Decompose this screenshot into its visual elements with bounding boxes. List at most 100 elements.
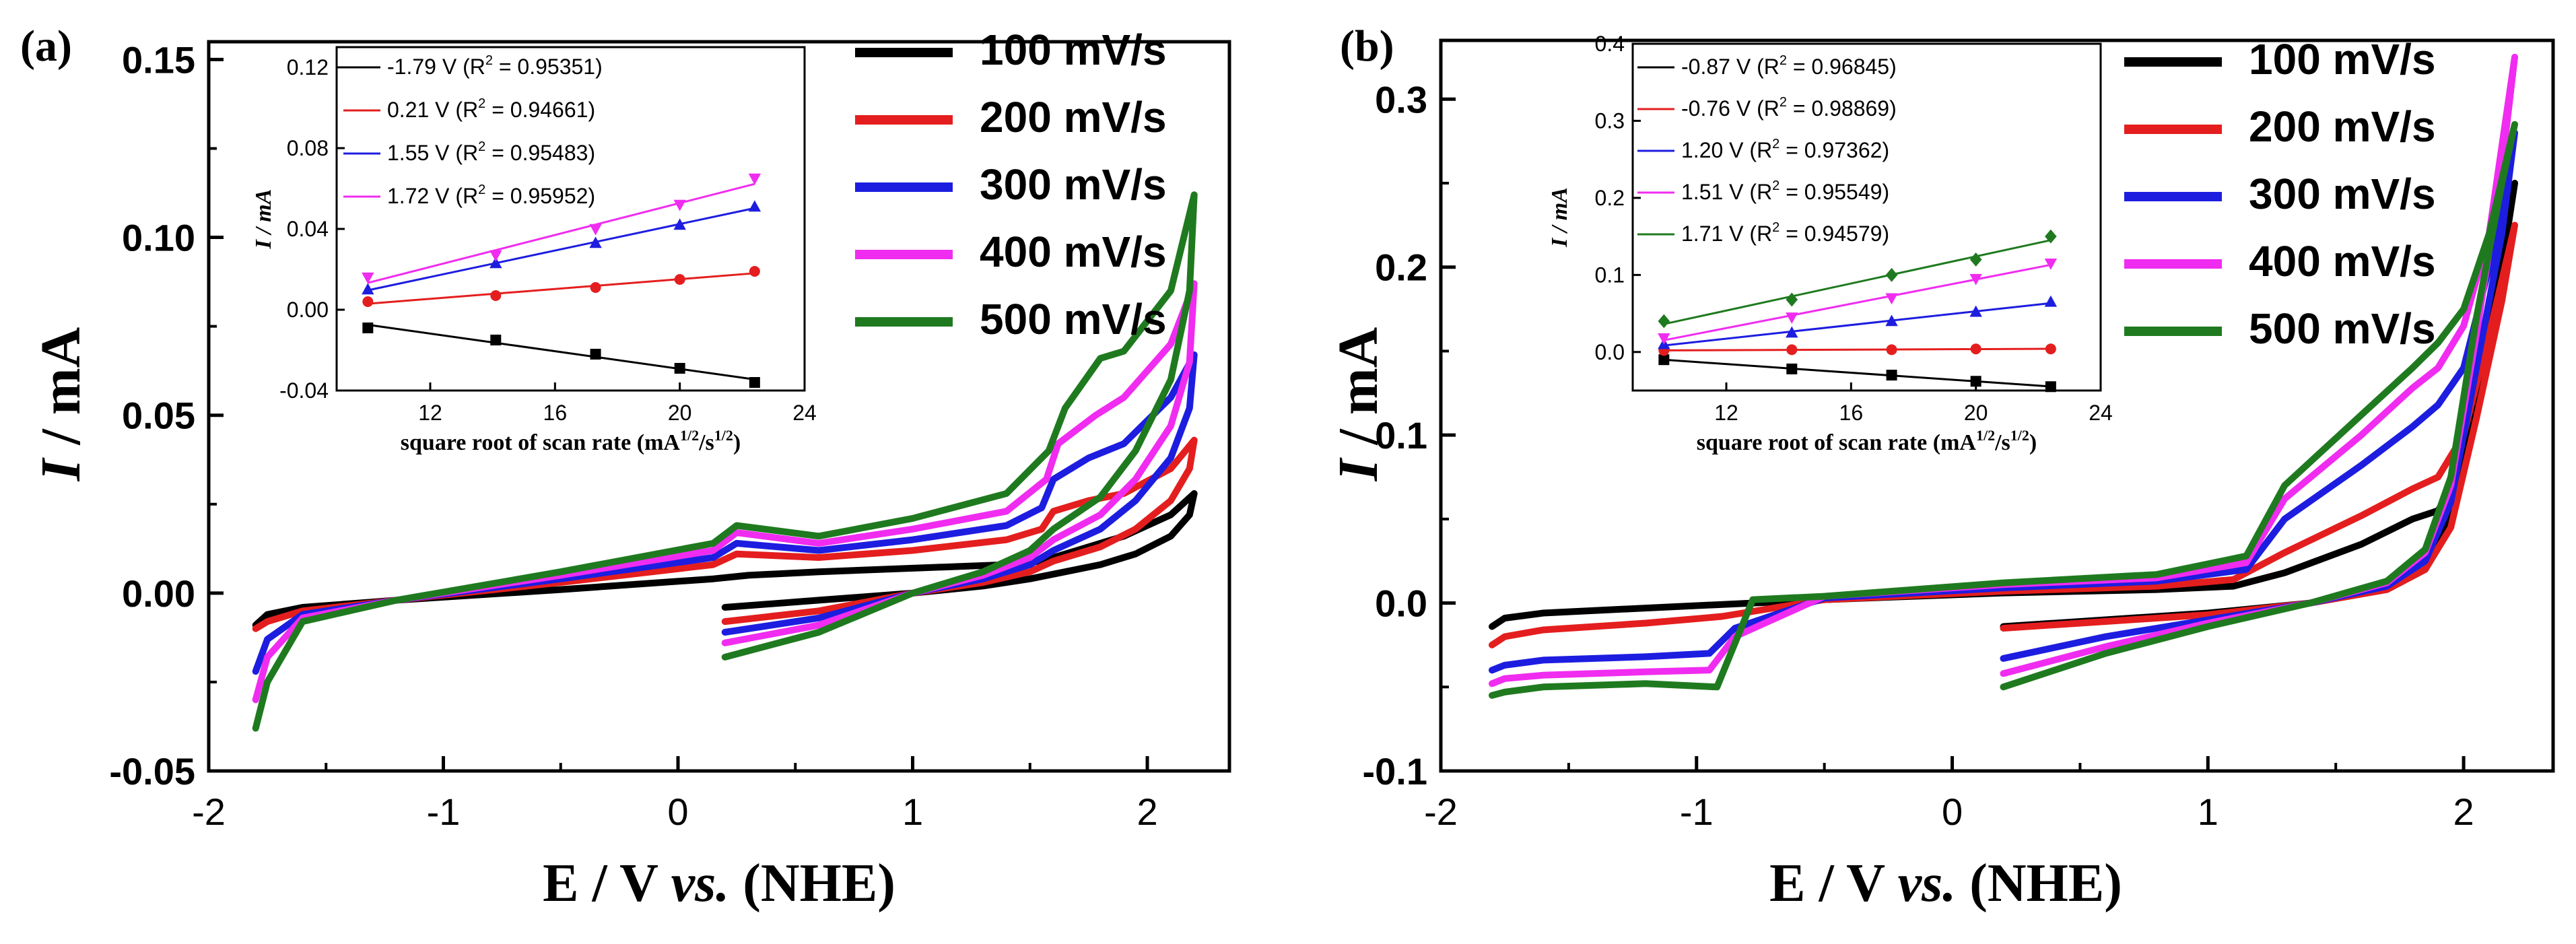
inset-legend-sup: 2	[485, 53, 493, 68]
panel-label: (b)	[1340, 22, 1394, 71]
inset-x-tick-label: 24	[2089, 401, 2113, 425]
inset-x-label-part: 1/2	[1976, 427, 1995, 444]
y-tick-label: 0.0	[1375, 582, 1427, 625]
inset-x-label: square root of scan rate (mA1/2/s1/2)	[1697, 427, 2037, 455]
inset-marker	[590, 282, 601, 293]
plot-frame	[1439, 38, 2555, 773]
inset-y-tick-label: 0.1	[1595, 263, 1625, 287]
inset-marker	[1970, 376, 1981, 387]
inset-legend-sup: 2	[1772, 178, 1780, 193]
legend-label: 100 mV/s	[980, 26, 1167, 74]
inset-marker	[589, 236, 602, 248]
inset-series: 0.21 V (R2 = 0.94661)	[343, 96, 760, 307]
inset-legend-label: -1.79 V (R2 = 0.95351)	[387, 53, 603, 79]
inset: 12 16 20 24 0.0 0.1 0.2 0.3 0.4 square root of sc…	[1547, 32, 2113, 455]
inset-marker	[748, 173, 761, 185]
inset-frame	[1631, 42, 2102, 392]
inset-series: -1.79 V (R2 = 0.95351)	[343, 53, 760, 388]
x-tick-label: 2	[2453, 790, 2474, 833]
inset-legend-r2: = 0.95549)	[1780, 180, 1889, 204]
inset-marker	[1886, 370, 1897, 381]
inset-legend-sup: 2	[478, 182, 485, 197]
x-label-main: E / V	[1769, 854, 1897, 913]
inset-legend-sup: 2	[478, 139, 485, 154]
inset-marker	[1885, 293, 1898, 305]
inset-marker	[674, 274, 685, 285]
inset-legend-text: 1.51 V (R	[1681, 180, 1772, 204]
legend-label: 200 mV/s	[2249, 102, 2436, 151]
inset-legend-r2: = 0.94579)	[1780, 222, 1889, 246]
inset-marker	[489, 250, 502, 262]
inset-y-tick-label: 0.00	[287, 298, 329, 322]
inset-legend-text: -0.87 V (R	[1681, 55, 1780, 79]
legend-label: 300 mV/s	[2249, 170, 2436, 218]
x-label-vs: vs.	[671, 854, 730, 913]
inset-fit-line	[1664, 302, 2052, 347]
inset-legend-r2: = 0.98869)	[1787, 96, 1897, 121]
x-tick-label: -2	[192, 790, 226, 833]
y-axis-label: I / mA	[30, 327, 92, 481]
inset-x-tick-label: 20	[1964, 401, 1988, 425]
inset-legend-label: 0.21 V (R2 = 0.94661)	[387, 96, 595, 122]
inset-x-tick-label: 12	[418, 401, 442, 425]
inset-y-tick-label: 0.04	[287, 217, 329, 241]
inset-y-tick-label: 0.2	[1595, 186, 1625, 210]
inset-marker	[1786, 292, 1798, 307]
inset-x-label-part: )	[2029, 430, 2037, 455]
inset-y-label: I / mA	[1547, 187, 1572, 248]
y-tick-label: 0.3	[1375, 78, 1427, 121]
inset-y-tick-label: -0.04	[279, 378, 329, 403]
inset-legend-label: 1.20 V (R2 = 0.97362)	[1681, 137, 1889, 162]
y-tick-label: -0.1	[1363, 750, 1428, 793]
cv-curve-400-mV-s	[252, 280, 1198, 704]
y-tick-label: 0.1	[1375, 414, 1427, 457]
inset-legend-label: 1.71 V (R2 = 0.94579)	[1681, 220, 1889, 246]
inset-legend-r2: = 0.94661)	[485, 98, 595, 122]
inset-x-tick-label: 16	[1839, 401, 1864, 425]
legend-label: 500 mV/s	[2249, 304, 2436, 353]
y-tick-label: 0.00	[122, 572, 195, 615]
inset-x-label-part: 1/2	[714, 427, 733, 444]
inset-marker	[1885, 267, 1898, 282]
legend: 100 mV/s 200 mV/s 300 mV/s 400 mV/s 500 mV/s	[2124, 35, 2436, 353]
inset-fit-line	[368, 323, 755, 381]
inset-legend-sup: 2	[1780, 95, 1787, 110]
inset-marker	[490, 335, 502, 345]
x-label-tail: (NHE)	[1956, 854, 2122, 913]
inset-legend-label: -0.76 V (R2 = 0.98869)	[1681, 95, 1897, 121]
inset-fit-line	[368, 272, 755, 305]
inset-y-tick-label: 0.0	[1595, 340, 1625, 364]
inset-marker	[1786, 312, 1798, 324]
y-tick-label: 0.15	[122, 38, 195, 81]
inset-legend-text: -0.76 V (R	[1681, 96, 1780, 121]
y-label-symbol: I	[30, 457, 92, 481]
inset-legend-text: 1.20 V (R	[1681, 138, 1772, 162]
inset-legend-text: 1.71 V (R	[1681, 222, 1772, 246]
inset-marker	[673, 218, 686, 230]
y-axis-label: I / mA	[1327, 327, 1390, 481]
inset-marker	[362, 296, 374, 307]
inset-y-tick-label: 0.08	[287, 136, 329, 160]
inset-marker	[1970, 343, 1981, 355]
inset-marker	[1658, 314, 1670, 329]
x-label-vs: vs.	[1898, 854, 1957, 913]
panel-label: (a)	[20, 22, 72, 71]
inset-legend-r2: = 0.95351)	[493, 55, 603, 79]
inset-x-label-part: )	[733, 430, 741, 455]
y-tick-label: -0.05	[109, 750, 195, 793]
legend-label: 300 mV/s	[980, 160, 1167, 209]
inset-fit-line	[1664, 358, 2051, 388]
inset-legend-sup: 2	[1772, 137, 1780, 151]
inset-marker	[1786, 363, 1798, 374]
cv-curve-500-mV-s	[252, 191, 1198, 732]
cv-curve-300-mV-s	[252, 351, 1198, 675]
legend: 100 mV/s 200 mV/s 300 mV/s 400 mV/s 500 mV/s	[855, 26, 1167, 343]
inset-marker	[2044, 258, 2058, 270]
inset-fit-line	[1664, 347, 2051, 351]
x-tick-label: 0	[667, 790, 688, 833]
inset-series: 1.20 V (R2 = 0.97362)	[1637, 137, 2058, 349]
inset-x-tick-label: 12	[1714, 401, 1738, 425]
inset-y-tick-label: 0.4	[1595, 32, 1625, 56]
inset-x-label-part: square root of scan rate (mA	[1697, 430, 1977, 455]
